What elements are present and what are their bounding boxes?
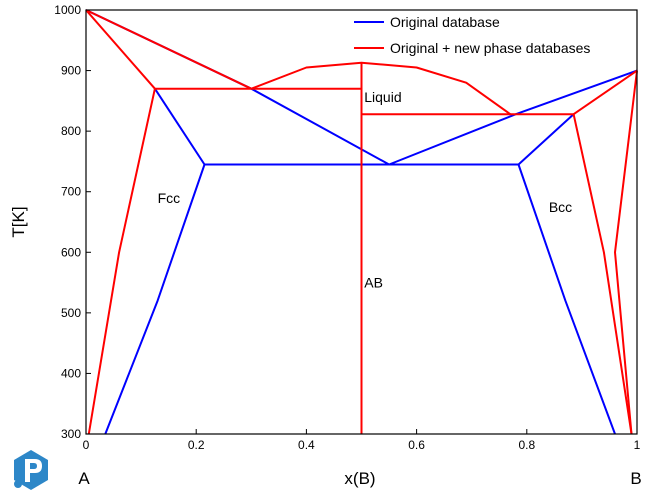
region-label-liquid: Liquid — [364, 89, 401, 105]
y-tick-label: 900 — [61, 64, 81, 78]
legend-label-original: Original database — [390, 14, 500, 30]
original-db-line-0 — [85, 9, 390, 166]
legend: Original database Original + new phase d… — [354, 14, 590, 56]
original-db-line-2 — [154, 88, 206, 166]
new-phase-db-line-9 — [614, 70, 638, 435]
region-label-ab: AB — [364, 275, 383, 291]
chart-lines — [85, 9, 638, 435]
y-tick-label: 1000 — [54, 3, 81, 17]
original-db-line-6 — [517, 164, 616, 435]
legend-label-new: Original + new phase databases — [390, 40, 590, 56]
logo — [14, 450, 48, 490]
original-db-line-3 — [104, 164, 206, 435]
region-label-bcc: Bcc — [549, 199, 572, 215]
logo-dot — [14, 480, 22, 488]
new-phase-db-line-1 — [85, 9, 252, 90]
original-db-line-5 — [517, 113, 575, 166]
region-label-fcc: Fcc — [158, 190, 181, 206]
y-tick-label: 500 — [61, 306, 81, 320]
x-tick-label: 0.2 — [188, 438, 205, 452]
y-tick-label: 700 — [61, 185, 81, 199]
x-axis-label: x(B) — [344, 469, 375, 488]
x-tick-label: 0.4 — [298, 438, 315, 452]
y-tick-label: 300 — [61, 427, 81, 441]
x-tick-label: 1 — [634, 438, 641, 452]
new-phase-db-line-0 — [85, 9, 156, 90]
original-db-line-1 — [388, 69, 638, 166]
new-phase-db-line-7 — [573, 69, 638, 116]
new-phase-db-line-2 — [87, 88, 156, 435]
plot-frame — [85, 9, 638, 435]
axis-ticks: 0 0.2 0.4 0.6 0.8 1 300 400 500 600 700 800 900 1000 — [54, 3, 640, 452]
left-end-label: A — [78, 469, 90, 488]
x-tick-label: 0.6 — [408, 438, 425, 452]
x-tick-label: 0.8 — [518, 438, 535, 452]
y-tick-label: 400 — [61, 366, 81, 380]
x-tick-label: 0 — [83, 438, 90, 452]
region-labels: Liquid Fcc Bcc AB — [158, 89, 573, 290]
y-axis-label: T[K] — [9, 206, 28, 237]
y-tick-label: 800 — [61, 124, 81, 138]
new-phase-db-line-8 — [572, 113, 633, 435]
y-tick-label: 600 — [61, 245, 81, 259]
logo-p-letter — [25, 459, 42, 482]
new-phase-db-line-4 — [250, 61, 511, 116]
right-end-label: B — [630, 469, 641, 488]
